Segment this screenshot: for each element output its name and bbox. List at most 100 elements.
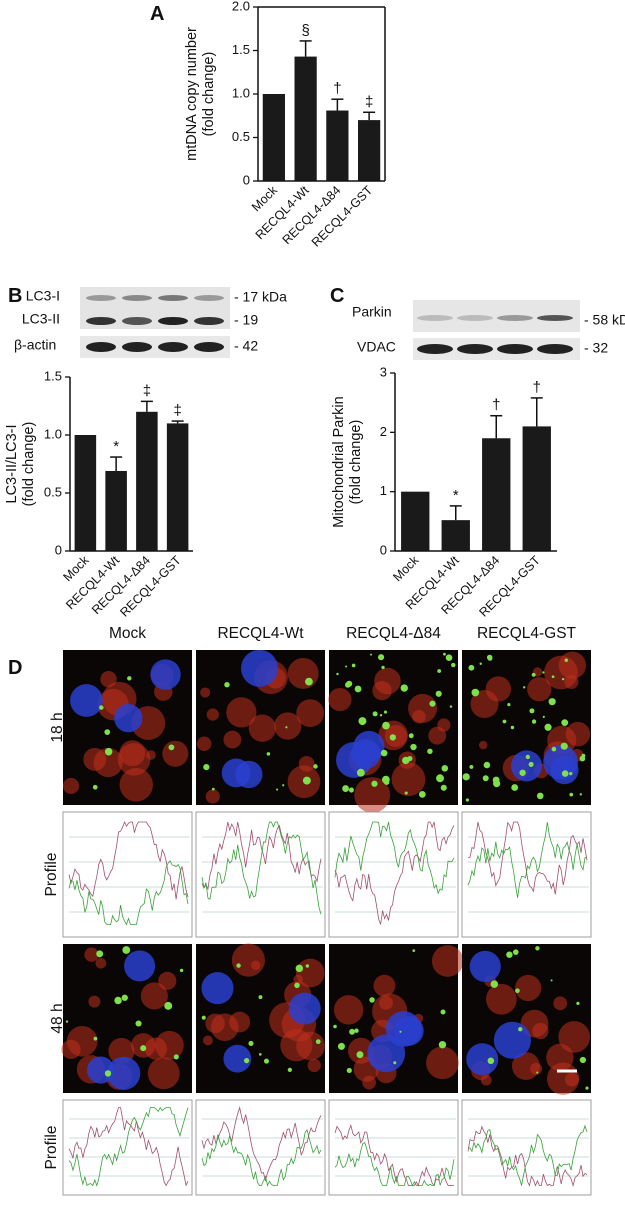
micrograph-signal [244,1058,250,1064]
micrograph-signal [528,761,534,767]
micrograph-signal [294,982,300,989]
micrograph-signal [349,1028,355,1035]
micrograph-signal [512,949,519,955]
micrograph-nucleus [201,972,234,1005]
micrograph-signal [531,672,536,677]
micrograph-signal [295,958,325,988]
error-bar [299,40,312,57]
micrograph-signal [302,776,311,785]
micrograph-signal [196,736,212,751]
profile-trace [467,1125,588,1187]
micrograph-signal [518,1027,523,1032]
micrograph-nucleus [241,649,278,687]
micrograph-signal [140,982,168,1010]
micrograph-signal [298,755,315,772]
micrograph-signal [336,672,339,676]
micrograph-signal [104,747,113,756]
micrograph-signal [381,665,385,670]
micrograph-signal [354,685,362,693]
micrograph-signal [119,768,153,802]
micrograph-signal [348,787,354,793]
column-header: Mock [109,625,146,642]
blot-band [194,342,224,352]
profile-trace [334,821,455,895]
micrograph-signal [117,743,151,776]
micrograph-signal [200,687,211,698]
micrograph-signal [93,747,123,778]
profile-trace [467,822,588,898]
row-label: Profile [43,1126,60,1170]
micrograph-signal [507,703,511,707]
micrograph-signal [560,742,568,750]
micrograph-signal [469,764,474,769]
micrograph-signal [274,712,302,740]
significance-mark: ‡ [173,402,181,419]
micrograph-signal [258,1053,262,1056]
micrograph-signal [542,715,545,718]
micrograph-signal [380,749,388,757]
micrograph-signal [92,784,98,790]
micrograph-signal [114,996,122,1005]
blot-band [497,344,533,354]
micrograph-signal [486,983,517,1015]
blot-band [158,317,188,325]
micrograph-signal [519,769,526,776]
blot-membrane [413,338,580,360]
micrograph-signal [564,658,568,662]
blot-band [122,342,152,352]
blot-size-label: - 32 [584,340,608,356]
panel-label: C [330,285,344,307]
profile-trace [334,821,455,925]
blot-band [86,295,116,301]
micrograph-signal [211,787,215,791]
micrograph-signal [389,734,397,741]
bar [294,56,317,182]
significance-mark: * [113,438,119,455]
micrograph-signal [581,753,586,758]
row-label: Profile [43,853,60,897]
significance-mark: † [533,379,541,396]
micrograph-signal [515,988,520,994]
micrograph-signal [354,1028,359,1033]
micrograph-signal [206,708,219,721]
significance-mark: * [453,487,459,504]
micrograph-signal [377,654,385,661]
micrograph-signal [104,1070,112,1077]
micrograph-signal [418,791,426,798]
error-bar [171,420,184,424]
panel-label: B [8,285,22,307]
micrograph-signal [65,1020,69,1023]
micrograph-signal [585,1086,589,1090]
profile-plot [461,1099,592,1196]
micrograph-signal [295,964,304,973]
micrograph-signal [579,1056,587,1064]
micrograph-signal [437,669,442,673]
micrograph-signal [315,1039,321,1045]
profile-plot [328,811,459,938]
micrograph-nucleus [223,1044,252,1073]
micrograph-signal [532,1022,549,1040]
micrograph-nucleus [150,659,181,690]
micrograph-signal [523,686,526,689]
error-bar [490,414,503,439]
blot-band [122,317,152,325]
micrograph-signal [407,755,413,762]
profile-trace [334,1141,455,1187]
micrograph-signal [266,752,271,756]
micrograph-signal [515,974,542,1002]
profile-trace [68,1107,189,1187]
micrograph-signal [525,754,530,760]
y-axis-label: (fold change) [348,420,364,505]
micrograph-signal [104,729,111,735]
profile-plot [195,1099,326,1196]
micrograph-signal [226,697,257,728]
micrograph-signal [478,740,488,750]
micrograph-signal [231,943,265,977]
blot-band [457,344,493,354]
error-bar [449,505,462,521]
micrograph-signal [84,947,99,962]
micrograph-signal [179,968,184,973]
profile-trace [201,1106,322,1182]
micrograph-signal [342,785,349,792]
